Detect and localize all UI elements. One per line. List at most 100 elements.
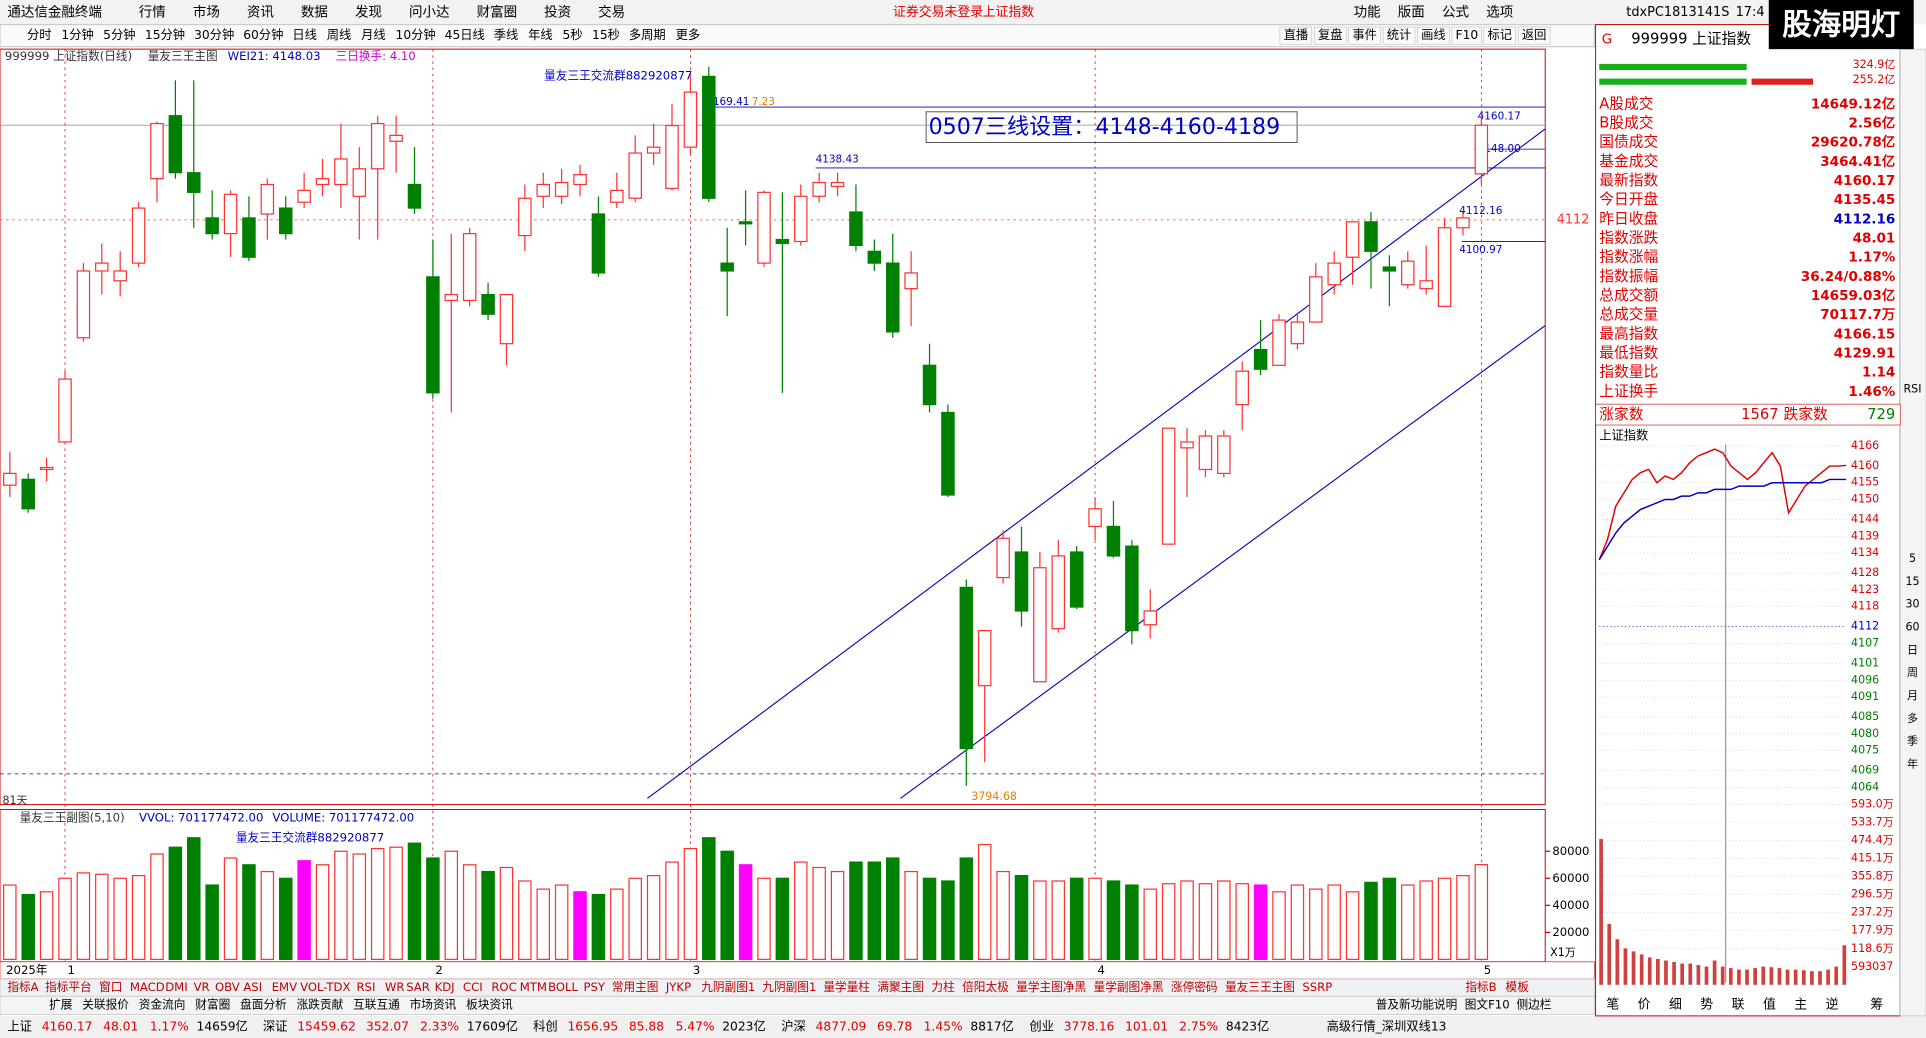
period-button[interactable]: 季线 bbox=[494, 28, 519, 42]
period-button[interactable]: 15分钟 bbox=[145, 27, 185, 42]
period-button[interactable]: 5分钟 bbox=[103, 27, 135, 42]
indicator-tab[interactable]: 九阴副图1 bbox=[701, 980, 755, 994]
indicator-tab[interactable]: WR bbox=[385, 980, 405, 994]
period-button[interactable]: 5秒 bbox=[563, 28, 583, 42]
menu[interactable]: 财富圈 bbox=[477, 3, 517, 20]
indicator-tab[interactable]: 倍阳太极 bbox=[962, 980, 1009, 994]
side-button[interactable]: 筹 bbox=[1870, 996, 1883, 1012]
menu-tool[interactable]: 功能 bbox=[1354, 4, 1381, 20]
period-button[interactable]: 15秒 bbox=[592, 28, 620, 42]
indicator-tab[interactable]: 模板 bbox=[1506, 980, 1530, 994]
period-button[interactable]: 月线 bbox=[361, 28, 386, 42]
toolbar-button[interactable]: 月 bbox=[1907, 689, 1918, 702]
indicator-tab[interactable]: MTM bbox=[520, 980, 547, 994]
side-button[interactable]: 笔 bbox=[1606, 996, 1619, 1012]
chart-tool[interactable]: 直播 bbox=[1284, 28, 1309, 42]
info-tab[interactable]: 盘面分析 bbox=[240, 997, 287, 1011]
period-button[interactable]: 年线 bbox=[528, 28, 553, 42]
chart-tool[interactable]: 复盘 bbox=[1318, 27, 1343, 42]
indicator-tab[interactable]: 指标B bbox=[1465, 980, 1496, 994]
indicator-tab[interactable]: 九阴副图1 bbox=[762, 980, 816, 994]
chart-tool[interactable]: 画线 bbox=[1421, 28, 1446, 42]
side-button[interactable]: 值 bbox=[1763, 996, 1776, 1012]
toolbar-button[interactable]: 15 bbox=[1905, 575, 1919, 588]
toolbar-button[interactable]: 多 bbox=[1907, 711, 1918, 725]
indicator-tab[interactable]: 力柱 bbox=[931, 980, 955, 994]
period-button[interactable]: 分时 bbox=[27, 28, 52, 42]
menu-tool[interactable]: 公式 bbox=[1442, 4, 1469, 20]
side-button[interactable]: 主 bbox=[1794, 997, 1807, 1012]
toolbar-button[interactable]: 30 bbox=[1905, 598, 1919, 611]
side-button[interactable]: 联 bbox=[1732, 997, 1745, 1012]
indicator-tab[interactable]: 指标平台 bbox=[45, 980, 92, 994]
toolbar-button[interactable]: 5 bbox=[1909, 552, 1916, 565]
info-tab[interactable]: 普及新功能说明 bbox=[1376, 997, 1458, 1011]
menu[interactable]: 交易 bbox=[598, 3, 625, 20]
chart-tool[interactable]: F10 bbox=[1456, 28, 1479, 42]
indicator-tab[interactable]: VOL-TDX bbox=[300, 980, 350, 994]
indicator-tab[interactable]: 指标A bbox=[7, 980, 38, 994]
info-tab[interactable]: 资金流向 bbox=[139, 997, 186, 1011]
indicator-tab[interactable]: ASI bbox=[243, 980, 262, 994]
period-button[interactable]: 更多 bbox=[676, 28, 701, 42]
indicator-tab[interactable]: BOLL bbox=[548, 980, 578, 994]
indicator-tab[interactable]: 量学主图净黑 bbox=[1016, 980, 1086, 994]
indicator-tab[interactable]: 窗口 bbox=[99, 980, 122, 994]
indicator-tab[interactable]: ROC bbox=[491, 980, 516, 994]
period-button[interactable]: 45日线 bbox=[445, 28, 485, 42]
chart-tool[interactable]: 返回 bbox=[1522, 28, 1547, 42]
menu-tool[interactable]: 版面 bbox=[1398, 4, 1425, 20]
indicator-tab[interactable]: 量学量柱 bbox=[823, 980, 870, 994]
indicator-tab[interactable]: 满聚主图 bbox=[877, 980, 924, 994]
info-tab[interactable]: 互联互通 bbox=[353, 997, 400, 1011]
toolbar-button[interactable]: 60 bbox=[1905, 620, 1919, 633]
period-button[interactable]: 1分钟 bbox=[61, 27, 93, 42]
indicator-tab[interactable]: 量友三王主图 bbox=[1225, 980, 1295, 994]
period-button[interactable]: 30分钟 bbox=[194, 27, 234, 42]
info-tab[interactable]: 板块资讯 bbox=[466, 997, 513, 1011]
menu[interactable]: 问小达 bbox=[409, 4, 450, 20]
indicator-tab[interactable]: CCI bbox=[463, 980, 483, 994]
period-button[interactable]: 60分钟 bbox=[243, 27, 283, 42]
indicator-tab[interactable]: JYKP bbox=[665, 980, 691, 994]
menu[interactable]: 数据 bbox=[301, 4, 328, 20]
indicator-tab[interactable]: OBV bbox=[215, 980, 240, 994]
chart-tool[interactable]: 统计 bbox=[1387, 28, 1412, 42]
info-tab[interactable]: 侧边栏 bbox=[1516, 997, 1551, 1011]
indicator-tab[interactable]: VR bbox=[194, 980, 210, 994]
menu[interactable]: 市场 bbox=[193, 3, 220, 20]
toolbar-button[interactable]: 日 bbox=[1907, 643, 1918, 656]
info-tab[interactable]: 图文F10 bbox=[1465, 997, 1510, 1011]
menu[interactable]: 资讯 bbox=[247, 4, 274, 20]
info-tab[interactable]: 扩展 bbox=[49, 997, 73, 1011]
side-button[interactable]: 细 bbox=[1669, 997, 1682, 1012]
chart-tool[interactable]: 标记 bbox=[1487, 28, 1512, 42]
indicator-tab[interactable]: 常用主图 bbox=[612, 980, 659, 994]
period-button[interactable]: 周线 bbox=[327, 28, 352, 42]
indicator-tab[interactable]: EMV bbox=[272, 980, 297, 994]
indicator-tab[interactable]: 量学副图净黑 bbox=[1094, 980, 1164, 994]
indicator-tab[interactable]: KDJ bbox=[435, 980, 455, 994]
side-button[interactable]: 逆 bbox=[1826, 996, 1839, 1012]
indicator-tab[interactable]: MACD bbox=[130, 980, 165, 994]
indicator-tab[interactable]: PSY bbox=[583, 980, 605, 994]
toolbar-button[interactable]: RSI bbox=[1904, 382, 1922, 395]
toolbar-button[interactable]: 周 bbox=[1907, 666, 1918, 679]
chart-tool[interactable]: 事件 bbox=[1352, 28, 1377, 42]
indicator-tab[interactable]: SAR bbox=[406, 980, 430, 994]
period-button[interactable]: 多周期 bbox=[629, 28, 666, 42]
menu[interactable]: 行情 bbox=[139, 4, 166, 20]
period-button[interactable]: 10分钟 bbox=[396, 27, 436, 42]
period-button[interactable]: 日线 bbox=[292, 28, 317, 42]
indicator-tab[interactable]: RSI bbox=[356, 980, 375, 994]
menu[interactable]: 投资 bbox=[544, 4, 571, 20]
info-tab[interactable]: 涨跌贡献 bbox=[297, 997, 344, 1011]
info-tab[interactable]: 市场资讯 bbox=[410, 997, 457, 1011]
info-tab[interactable]: 关联报价 bbox=[82, 997, 129, 1011]
indicator-tab[interactable]: DMI bbox=[165, 980, 187, 994]
indicator-tab[interactable]: 涨停密码 bbox=[1171, 980, 1218, 994]
side-button[interactable]: 势 bbox=[1700, 996, 1713, 1012]
menu-tool[interactable]: 选项 bbox=[1486, 4, 1513, 20]
indicator-tab[interactable]: SSRP bbox=[1302, 980, 1332, 994]
toolbar-button[interactable]: 年 bbox=[1907, 757, 1918, 771]
